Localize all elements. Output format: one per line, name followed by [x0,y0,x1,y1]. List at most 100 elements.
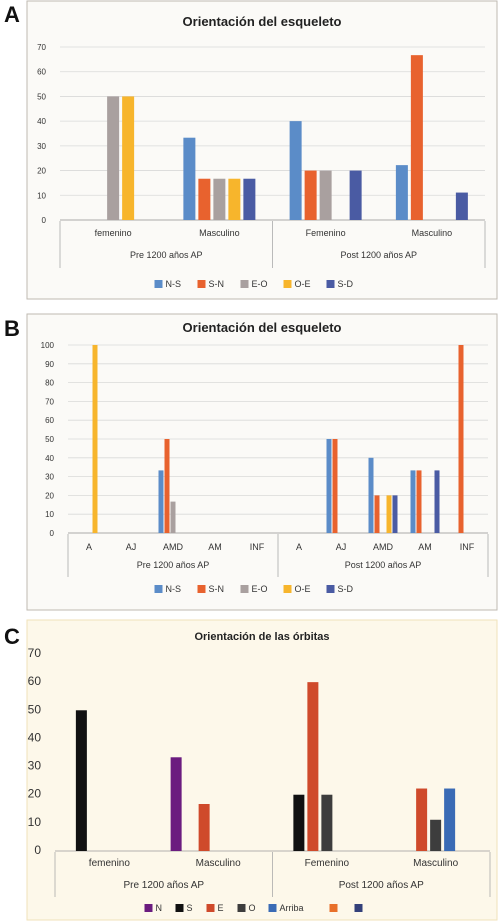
y-tick-label: 10 [45,510,54,519]
x-tick-label: AM [418,542,432,552]
y-tick-label: 70 [28,646,42,660]
bar [444,788,456,851]
y-tick-label: 30 [37,142,46,151]
x-tick-label: Masculino [199,228,240,238]
bar [198,804,210,851]
y-tick-label: 60 [45,416,54,425]
group-label: Post 1200 años AP [339,880,424,891]
chart-title: Orientación de las órbitas [194,631,329,643]
bar [213,178,226,220]
bar [92,345,98,533]
x-tick-label: AM [208,542,222,552]
legend-swatch [197,280,206,288]
bar [158,470,164,533]
y-tick-label: 70 [37,43,46,52]
legend-label: O [249,903,256,913]
legend-label: S-D [338,279,354,289]
y-tick-label: 0 [42,216,47,225]
x-tick-label: Femenino [306,228,346,238]
x-tick-label: AMD [163,542,184,552]
group-label: Pre 1200 años AP [123,880,204,891]
y-tick-label: 10 [28,815,42,829]
legend-swatch [326,585,335,593]
y-tick-label: 40 [28,730,42,744]
legend-label: S-N [209,279,225,289]
legend-swatch [326,280,335,288]
x-tick-label: A [296,542,302,552]
bar [374,495,380,533]
bar [198,178,211,220]
legend-swatch [240,585,249,593]
y-tick-label: 60 [28,674,42,688]
y-tick-label: 50 [37,92,46,101]
legend-swatch [268,904,277,912]
legend-swatch [197,585,206,593]
chart-title: Orientación del esqueleto [183,14,342,29]
y-tick-label: 80 [45,379,54,388]
chart-frame [26,313,498,611]
legend-label: E-O [252,584,268,594]
panel-letter-a: A [4,2,20,27]
legend-label: O-E [295,584,311,594]
bar [349,170,362,220]
y-tick-label: 100 [41,341,55,350]
y-tick-label: 10 [37,191,46,200]
legend-label: N-S [166,279,182,289]
legend-swatch [144,904,153,912]
legend-label: E [218,903,224,913]
x-tick-label: femenino [89,858,131,869]
x-tick-label: AJ [336,542,347,552]
bar [228,178,241,220]
legend-swatch [206,904,215,912]
group-label: Post 1200 años AP [340,250,417,260]
bar [395,165,408,220]
bar [293,794,305,851]
legend-swatch [283,585,292,593]
y-tick-label: 30 [28,759,42,773]
bar [289,121,302,220]
bar [410,470,416,533]
x-tick-label: INF [460,542,475,552]
bar [332,439,338,533]
legend-swatch [237,904,246,912]
x-tick-label: AJ [126,542,137,552]
x-tick-label: Femenino [305,858,350,869]
bar [430,819,442,851]
x-tick-label: Masculino [196,858,241,869]
bar [304,170,317,220]
y-tick-label: 30 [45,473,54,482]
panel-letter-b: B [4,316,20,341]
x-tick-label: AMD [373,542,394,552]
group-label: Pre 1200 años AP [130,250,203,260]
x-tick-label: femenino [95,228,132,238]
y-tick-label: 0 [50,529,55,538]
legend-swatch [283,280,292,288]
legend-label: S [187,903,193,913]
legend-swatch [154,280,163,288]
chart-title: Orientación del esqueleto [183,320,342,335]
bar [107,96,120,220]
y-tick-label: 40 [37,117,46,126]
y-tick-label: 0 [34,843,41,857]
y-tick-label: 20 [45,491,54,500]
bar [410,55,423,220]
legend-swatch [329,904,338,912]
y-tick-label: 50 [28,702,42,716]
bar [416,788,428,851]
group-label: Post 1200 años AP [345,560,422,570]
bar [458,345,464,533]
legend-swatch [175,904,184,912]
legend-label: E-O [252,279,268,289]
x-tick-label: A [86,542,92,552]
bar [170,501,176,533]
legend-label: N-S [166,584,182,594]
bar [75,710,87,851]
legend-label: Arriba [280,903,304,913]
bar [243,178,256,220]
chart-frame [26,619,498,921]
bar [183,137,196,220]
legend-swatch [154,585,163,593]
bar [455,192,468,220]
chart-frame [26,0,498,300]
